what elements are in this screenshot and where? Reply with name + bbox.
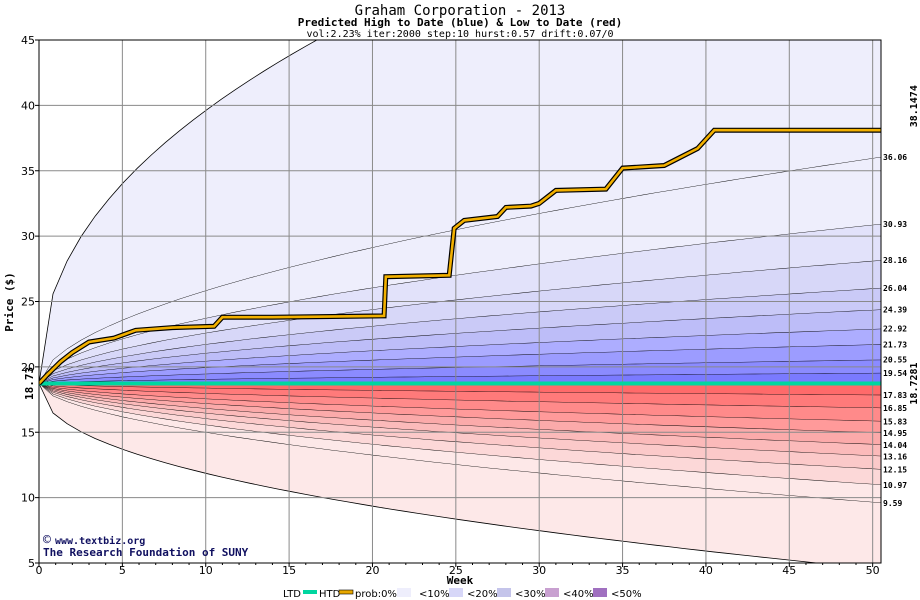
watermark: © www.textbiz.org The Research Foundatio… — [43, 533, 249, 559]
x-tick-label: 30 — [532, 564, 546, 577]
high-band-3 — [39, 328, 881, 384]
legend-bin-3-label: <40% — [563, 589, 594, 600]
x-axis-title: Week — [447, 574, 474, 587]
legend-htd-label: HTD — [319, 589, 341, 600]
quantile-label: 26.04 — [883, 284, 907, 293]
copyright-icon: © — [43, 533, 51, 548]
legend-bin-1-label: <20% — [467, 589, 498, 600]
quantile-label: 9.59 — [883, 499, 902, 508]
quantile-label: 17.83 — [883, 391, 907, 400]
high-band-0 — [39, 372, 881, 384]
high-band-7 — [39, 224, 881, 384]
legend-bin-2-swatch — [497, 588, 511, 597]
low-outer-line — [39, 383, 821, 563]
y-tick-label: 20 — [21, 361, 35, 374]
quantile-label: 30.93 — [883, 220, 907, 229]
y-tick-label: 35 — [21, 165, 35, 178]
high-band-8 — [39, 156, 881, 384]
high-outer-line — [39, 40, 318, 384]
legend-bin-1-swatch — [449, 588, 463, 597]
y-tick-label: 10 — [21, 492, 35, 505]
legend-bin-2-label: <30% — [515, 589, 546, 600]
x-tick-label: 45 — [782, 564, 796, 577]
legend-ltd-swatch — [303, 590, 317, 594]
x-axis-ticks: 0 5 10 15 20 25 30 35 40 45 50 — [36, 563, 880, 577]
actual-high-label: 38.1474 — [909, 85, 920, 127]
probability-bands — [39, 40, 881, 563]
quantile-label: 15.83 — [883, 417, 907, 426]
quantile-label: 22.92 — [883, 325, 907, 334]
legend-prob-label: prob:0% — [355, 589, 397, 600]
quantile-label: 20.55 — [883, 356, 907, 365]
high-band-5 — [39, 287, 881, 384]
quantile-label: 13.16 — [883, 452, 907, 461]
legend-ltd-label: LTD — [283, 589, 301, 600]
x-tick-label: 10 — [199, 564, 213, 577]
legend-bin-4-label: <50% — [611, 589, 642, 600]
x-tick-label: 35 — [616, 564, 630, 577]
x-tick-label: 20 — [365, 564, 379, 577]
low-band-4 — [39, 383, 881, 445]
watermark-org: The Research Foundation of SUNY — [43, 546, 249, 559]
legend-bin-4-swatch — [593, 588, 607, 597]
low-band-2 — [39, 383, 881, 422]
chart-params: vol:2.23% iter:2000 step:10 hurst:0.57 d… — [306, 29, 613, 40]
quantile-label: 12.15 — [883, 466, 907, 475]
quantile-label: 14.95 — [883, 429, 907, 438]
y-tick-label: 30 — [21, 230, 35, 243]
high-band-2 — [39, 344, 881, 384]
x-tick-label: 40 — [699, 564, 713, 577]
quantile-label: 16.85 — [883, 404, 907, 413]
x-tick-label: 15 — [282, 564, 296, 577]
quantile-label: 28.16 — [883, 256, 907, 265]
chart-title: Graham Corporation - 2013 — [355, 3, 566, 19]
high-band-1 — [39, 359, 881, 384]
quantile-label: 14.04 — [883, 441, 907, 450]
low-band-7 — [39, 383, 881, 485]
low-band-8 — [39, 383, 881, 503]
legend-htd-swatch — [338, 589, 354, 595]
legend-bin-0-label: <10% — [419, 589, 450, 600]
y-axis-title: Price ($) — [3, 272, 16, 332]
x-tick-label: 0 — [36, 564, 43, 577]
quantile-label: 36.06 — [883, 153, 907, 162]
high-to-date-line — [39, 128, 881, 385]
quantile-label: 19.54 — [883, 369, 907, 378]
x-tick-label: 50 — [866, 564, 880, 577]
low-band-0 — [39, 383, 881, 396]
legend-bin-0-swatch-hi — [397, 588, 411, 597]
low-band-6 — [39, 383, 881, 470]
right-quantile-labels: 19.54 20.55 21.73 22.92 24.39 26.04 28.16 30.93… — [883, 153, 907, 508]
actual-low-label: 18.7281 — [909, 362, 920, 404]
low-band-1 — [39, 383, 881, 409]
chart-subtitle: Predicted High to Date (blue) & Low to D… — [298, 16, 623, 29]
start-price-label: 18.73 — [23, 367, 36, 400]
low-band-5 — [39, 383, 881, 457]
x-tick-label: 5 — [119, 564, 126, 577]
quantile-label: 21.73 — [883, 340, 907, 349]
quantile-label: 10.97 — [883, 481, 907, 490]
high-band-4 — [39, 309, 881, 384]
high-band-6 — [39, 260, 881, 384]
watermark-url: www.textbiz.org — [55, 535, 145, 547]
quantile-label: 24.39 — [883, 305, 907, 314]
series-lines — [39, 127, 881, 386]
y-tick-label: 45 — [21, 34, 35, 47]
y-tick-label: 5 — [28, 557, 35, 570]
low-band-9 — [39, 383, 881, 563]
y-tick-label: 25 — [21, 296, 35, 309]
x-tick-label: 25 — [449, 564, 463, 577]
legend: LTD HTD prob:0% <10% <20% <30% <40% <50% — [283, 588, 642, 600]
legend-bin-3-swatch — [545, 588, 559, 597]
low-band-3 — [39, 383, 881, 433]
y-axis-ticks: 5 10 15 20 25 30 35 40 45 — [21, 34, 39, 570]
y-tick-label: 40 — [21, 99, 35, 112]
high-band-9 — [39, 40, 881, 384]
y-tick-label: 15 — [21, 426, 35, 439]
